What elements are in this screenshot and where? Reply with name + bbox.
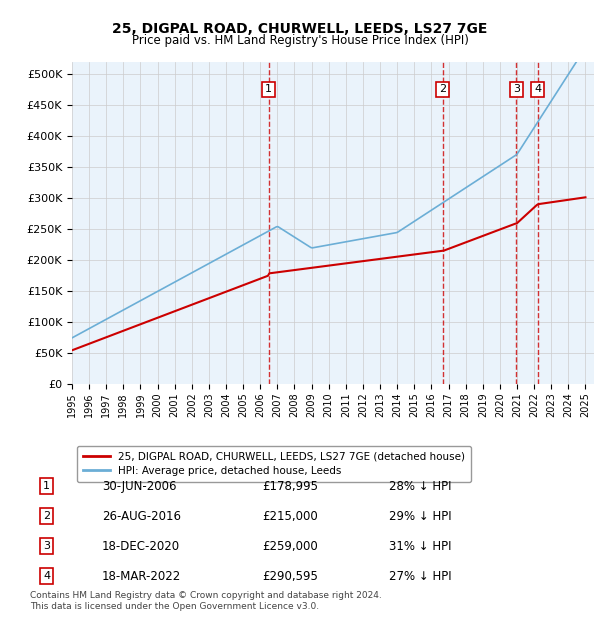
Text: £259,000: £259,000 bbox=[262, 539, 317, 552]
Text: 4: 4 bbox=[534, 84, 541, 94]
Text: 2: 2 bbox=[439, 84, 446, 94]
Text: 2: 2 bbox=[43, 511, 50, 521]
Text: 1: 1 bbox=[265, 84, 272, 94]
Text: Contains HM Land Registry data © Crown copyright and database right 2024.
This d: Contains HM Land Registry data © Crown c… bbox=[30, 591, 382, 611]
Text: £178,995: £178,995 bbox=[262, 480, 318, 492]
Text: £215,000: £215,000 bbox=[262, 510, 317, 523]
Text: 18-MAR-2022: 18-MAR-2022 bbox=[102, 570, 181, 583]
Text: 25, DIGPAL ROAD, CHURWELL, LEEDS, LS27 7GE: 25, DIGPAL ROAD, CHURWELL, LEEDS, LS27 7… bbox=[112, 22, 488, 36]
Text: Price paid vs. HM Land Registry's House Price Index (HPI): Price paid vs. HM Land Registry's House … bbox=[131, 34, 469, 47]
Text: 30-JUN-2006: 30-JUN-2006 bbox=[102, 480, 176, 492]
Text: 28% ↓ HPI: 28% ↓ HPI bbox=[389, 480, 451, 492]
Text: 3: 3 bbox=[43, 541, 50, 551]
Text: 27% ↓ HPI: 27% ↓ HPI bbox=[389, 570, 451, 583]
Text: 3: 3 bbox=[513, 84, 520, 94]
Text: 26-AUG-2016: 26-AUG-2016 bbox=[102, 510, 181, 523]
Legend: 25, DIGPAL ROAD, CHURWELL, LEEDS, LS27 7GE (detached house), HPI: Average price,: 25, DIGPAL ROAD, CHURWELL, LEEDS, LS27 7… bbox=[77, 446, 471, 482]
Text: 18-DEC-2020: 18-DEC-2020 bbox=[102, 539, 180, 552]
Text: 4: 4 bbox=[43, 571, 50, 581]
Text: 29% ↓ HPI: 29% ↓ HPI bbox=[389, 510, 451, 523]
Text: 31% ↓ HPI: 31% ↓ HPI bbox=[389, 539, 451, 552]
Text: £290,595: £290,595 bbox=[262, 570, 318, 583]
Text: 1: 1 bbox=[43, 481, 50, 491]
